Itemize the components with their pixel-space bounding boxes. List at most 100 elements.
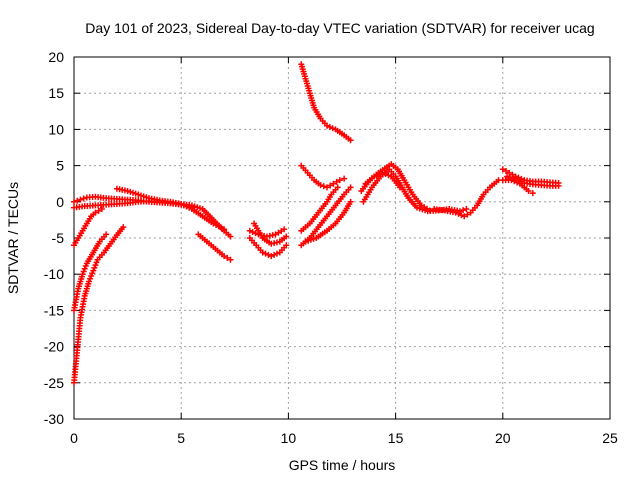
series-arc-6 xyxy=(113,185,228,233)
data-point xyxy=(334,184,341,191)
data-point xyxy=(347,198,354,205)
y-tick-label: -10 xyxy=(44,266,64,282)
data-point xyxy=(330,180,337,187)
data-point xyxy=(376,171,383,178)
data-point xyxy=(283,242,290,249)
data-point xyxy=(347,137,354,144)
data-point xyxy=(396,184,403,191)
data-point xyxy=(455,210,462,217)
series-arc-7 xyxy=(195,231,234,263)
data-point xyxy=(323,122,330,129)
data-point xyxy=(336,177,343,184)
data-point xyxy=(249,228,256,235)
y-tick-label: -25 xyxy=(44,375,64,391)
y-tick-label: 15 xyxy=(48,85,64,101)
data-point xyxy=(92,209,99,216)
chart-title: Day 101 of 2023, Sidereal Day-to-day VTE… xyxy=(85,20,594,36)
data-point xyxy=(503,168,510,175)
data-point xyxy=(463,206,470,213)
x-tick-label: 5 xyxy=(177,430,185,446)
series-arc-3 xyxy=(71,206,105,249)
data-point xyxy=(326,123,333,130)
series-arc-13 xyxy=(298,184,354,249)
data-point xyxy=(224,254,231,261)
x-tick-label: 20 xyxy=(495,430,511,446)
data-point xyxy=(221,253,228,260)
data-point xyxy=(371,173,378,180)
series-arc-22 xyxy=(504,173,562,189)
data-points xyxy=(71,61,562,386)
data-point xyxy=(320,183,327,190)
data-point xyxy=(95,207,102,214)
series-arc-14 xyxy=(298,184,341,234)
data-point xyxy=(271,251,278,258)
data-point xyxy=(499,166,506,173)
data-point xyxy=(452,209,459,216)
data-point xyxy=(265,251,272,258)
data-point xyxy=(379,169,386,176)
data-point xyxy=(77,196,84,203)
data-point xyxy=(80,195,87,202)
data-point xyxy=(273,250,280,257)
data-point xyxy=(283,233,290,240)
data-point xyxy=(74,197,81,204)
x-tick-label: 15 xyxy=(388,430,404,446)
y-tick-label: -30 xyxy=(44,411,64,427)
data-point xyxy=(461,213,468,220)
x-tick-label: 0 xyxy=(70,430,78,446)
data-point xyxy=(341,175,348,182)
y-tick-label: 5 xyxy=(56,158,64,174)
data-point xyxy=(268,253,275,260)
data-point xyxy=(281,226,288,233)
data-point xyxy=(221,226,228,233)
y-tick-label: -15 xyxy=(44,302,64,318)
series-arc-8 xyxy=(246,226,288,240)
series-arc-12 xyxy=(298,162,348,191)
data-point xyxy=(103,231,110,238)
y-tick-label: -5 xyxy=(52,230,65,246)
data-point xyxy=(464,211,471,218)
series-arc-10 xyxy=(251,220,290,247)
x-tick-label: 25 xyxy=(602,430,618,446)
x-axis-label: GPS time / hours xyxy=(289,457,396,473)
x-tick-label: 10 xyxy=(281,430,297,446)
data-point xyxy=(71,198,77,205)
series-arc-15 xyxy=(302,198,354,245)
data-point xyxy=(323,184,330,191)
data-point xyxy=(227,233,234,240)
y-tick-label: 10 xyxy=(48,121,64,137)
y-tick-label: -20 xyxy=(44,339,64,355)
tick-labels: 0 5 10 15 20 25 -30 -25 -20 -15 -10 -5 0 5 10 15 20 xyxy=(44,49,618,446)
grid-lines xyxy=(74,57,610,419)
data-point xyxy=(426,207,433,214)
data-point xyxy=(262,250,269,257)
series-arc-1 xyxy=(71,224,127,386)
data-point xyxy=(347,184,354,191)
data-point xyxy=(374,172,381,179)
data-point xyxy=(246,227,253,234)
data-point xyxy=(460,207,467,214)
data-point xyxy=(98,206,105,213)
data-point xyxy=(329,125,336,132)
data-point xyxy=(120,224,127,231)
data-point xyxy=(333,178,340,185)
series-arc-2 xyxy=(71,231,110,314)
data-point xyxy=(259,249,266,256)
data-point xyxy=(327,182,334,189)
data-point xyxy=(382,171,389,178)
data-point xyxy=(227,256,234,263)
series-arc-18 xyxy=(362,169,403,191)
data-point xyxy=(529,190,536,197)
y-axis-label: SDTVAR / TECUs xyxy=(5,182,21,294)
data-point xyxy=(458,212,465,219)
y-tick-label: 20 xyxy=(48,49,64,65)
data-point xyxy=(555,182,562,189)
y-tick-label: 0 xyxy=(56,194,64,210)
series-arc-11 xyxy=(298,61,354,144)
data-point xyxy=(317,182,324,189)
series-arc-19 xyxy=(431,177,502,220)
series-arc-9 xyxy=(246,235,290,260)
data-point xyxy=(525,187,532,194)
